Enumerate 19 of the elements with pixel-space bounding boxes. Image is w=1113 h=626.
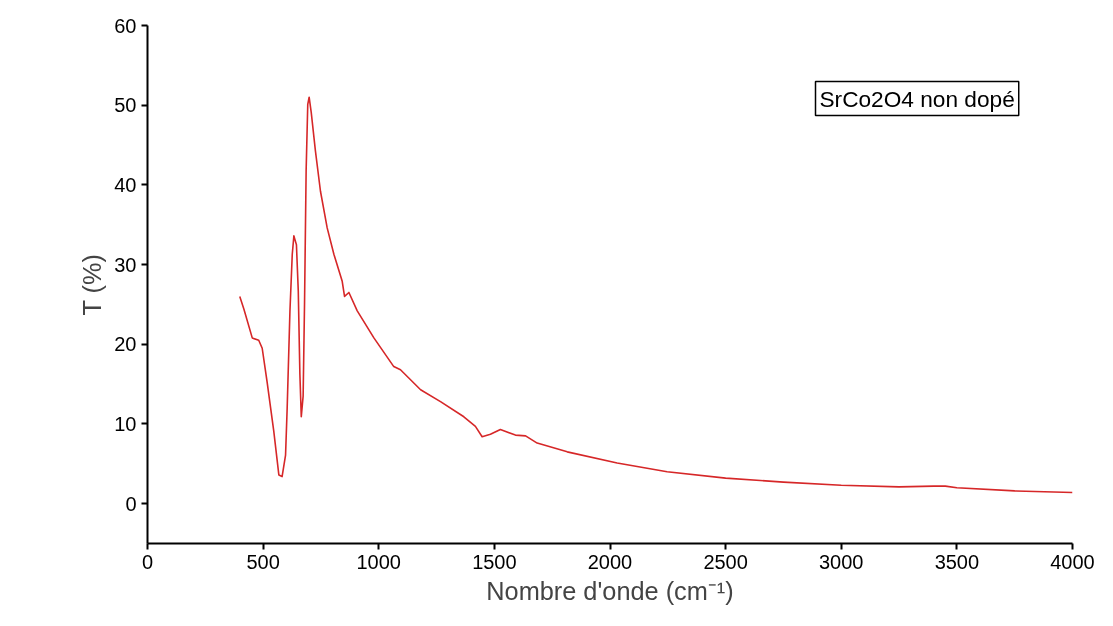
y-tick-label: 40 [114,173,137,196]
y-tick-label: 20 [114,333,137,356]
x-tick-label: 1500 [472,550,517,573]
y-tick-label: 0 [125,492,137,515]
x-axis-title: Nombre d'onde (cm⁻¹) [486,576,734,605]
x-tick-label: 0 [141,550,154,573]
y-tick-label: 50 [114,94,137,117]
annotation: SrCo2O4 non dopé [819,85,1015,112]
x-tick-label: 3500 [934,550,980,573]
y-tick-label: 30 [114,253,137,276]
x-tick-label: 4000 [1050,550,1095,573]
x-tick-label: 500 [246,550,280,573]
y-tick-label: 10 [114,412,137,435]
y-tick-label: 60 [114,14,137,37]
x-tick-label: 2000 [587,550,633,573]
x-tick-label: 3000 [819,550,864,573]
y-axis-title: T (%) [78,254,107,316]
x-tick-label: 1000 [356,550,401,573]
x-tick-label: 2500 [703,550,748,573]
